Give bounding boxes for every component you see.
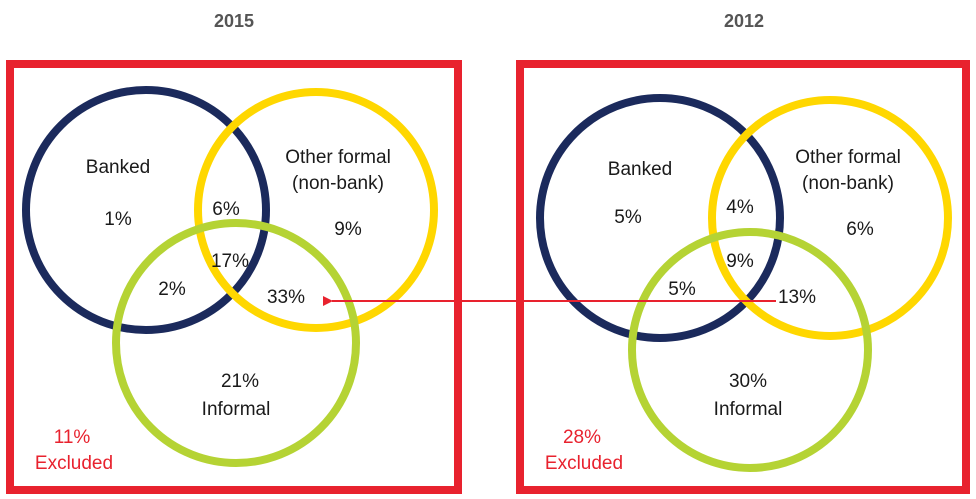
- region-value: 30%: [729, 371, 767, 392]
- excluded-value: 28%: [563, 427, 601, 448]
- region-value: 6%: [212, 199, 240, 220]
- set-label: Other formal: [285, 147, 391, 168]
- set-label: Banked: [86, 157, 150, 178]
- set-label: (non-bank): [292, 173, 384, 194]
- region-value: 5%: [614, 207, 642, 228]
- set-circle: [112, 219, 360, 467]
- panel-title: 2015: [214, 11, 254, 31]
- region-value: 2%: [158, 279, 186, 300]
- panel-frame: [516, 60, 970, 494]
- set-circle: [22, 86, 270, 334]
- set-label: Banked: [608, 159, 672, 180]
- region-value: 4%: [726, 197, 754, 218]
- set-circle: [708, 96, 952, 340]
- region-value: 21%: [221, 371, 259, 392]
- panel-title: 2012: [724, 11, 764, 31]
- set-label: Other formal: [795, 147, 901, 168]
- region-value: 9%: [726, 251, 754, 272]
- excluded-label: Excluded: [35, 453, 113, 474]
- set-label: (non-bank): [802, 173, 894, 194]
- region-value: 1%: [104, 209, 132, 230]
- set-circle: [628, 228, 872, 472]
- excluded-label: Excluded: [545, 453, 623, 474]
- region-value: 9%: [334, 219, 362, 240]
- panel-frame: [6, 60, 462, 494]
- set-label: Informal: [714, 399, 783, 420]
- set-circle: [194, 88, 438, 332]
- region-value: 17%: [211, 251, 249, 272]
- region-value: 33%: [267, 287, 305, 308]
- region-value: 13%: [778, 287, 816, 308]
- excluded-value: 11%: [54, 427, 91, 448]
- region-value: 5%: [668, 279, 696, 300]
- set-label: Informal: [202, 399, 271, 420]
- region-value: 6%: [846, 219, 874, 240]
- set-circle: [536, 94, 784, 342]
